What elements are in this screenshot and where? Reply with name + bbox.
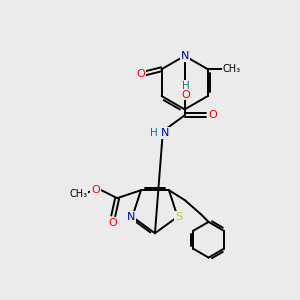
Text: N: N <box>181 51 189 61</box>
Text: H: H <box>182 81 190 91</box>
Text: CH₃: CH₃ <box>70 189 88 199</box>
Text: O: O <box>91 185 100 195</box>
Text: O: O <box>136 69 145 79</box>
Text: O: O <box>181 89 190 100</box>
Text: CH₃: CH₃ <box>223 64 241 74</box>
Text: O: O <box>208 110 217 120</box>
Text: S: S <box>175 212 182 222</box>
Text: H: H <box>150 128 158 138</box>
Text: O: O <box>109 218 118 228</box>
Text: N: N <box>161 128 169 138</box>
Text: N: N <box>127 212 136 222</box>
